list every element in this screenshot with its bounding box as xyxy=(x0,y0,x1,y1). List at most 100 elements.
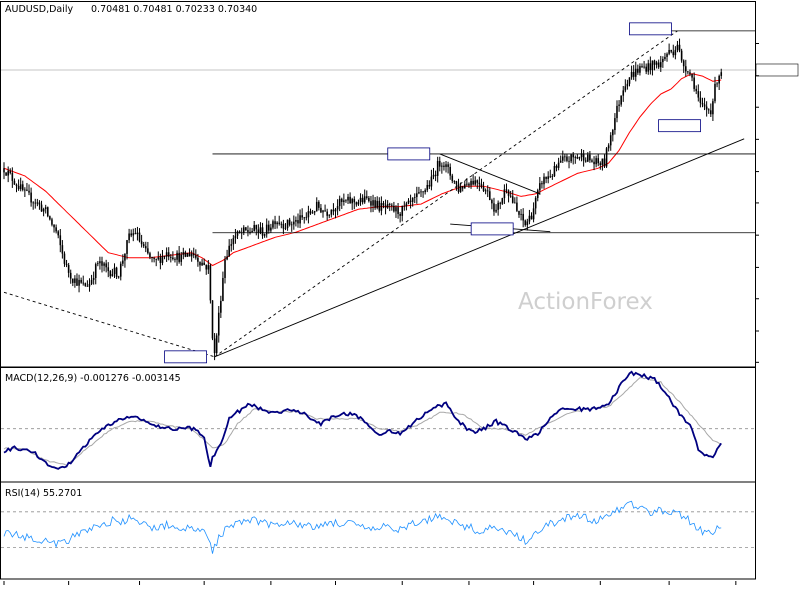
candle xyxy=(482,181,485,192)
candle xyxy=(347,193,349,204)
candle xyxy=(67,262,70,278)
candle-body xyxy=(3,168,5,173)
candle xyxy=(5,172,7,176)
candle xyxy=(88,278,91,292)
candle xyxy=(503,184,506,204)
candle xyxy=(634,61,637,82)
candle-body xyxy=(55,227,57,232)
candle-body xyxy=(670,49,672,52)
candle-body xyxy=(697,91,700,98)
candle-body xyxy=(295,220,297,222)
candle-body xyxy=(42,209,45,212)
candle-body xyxy=(174,259,176,260)
candle xyxy=(388,202,391,212)
candle-body xyxy=(226,256,228,260)
candle xyxy=(186,252,189,257)
candle xyxy=(147,241,149,255)
candle-body xyxy=(182,252,185,255)
candle-body xyxy=(597,158,600,164)
candle-body xyxy=(482,187,485,191)
candle-body xyxy=(61,245,64,254)
candle-body xyxy=(82,282,85,284)
candle-body xyxy=(480,184,483,188)
candle xyxy=(122,254,124,267)
candle xyxy=(17,179,20,191)
candle-body xyxy=(26,189,28,191)
candle xyxy=(622,86,625,102)
candle xyxy=(276,221,278,229)
candle xyxy=(176,250,178,266)
candle-body xyxy=(382,203,385,206)
candle-body xyxy=(486,190,489,192)
candle-body xyxy=(332,209,335,212)
candle-body xyxy=(340,198,343,202)
candle-body xyxy=(222,277,224,301)
candle xyxy=(516,196,518,213)
candle-body xyxy=(265,224,268,235)
candle-body xyxy=(115,267,118,277)
candle xyxy=(280,221,283,229)
candle-body xyxy=(534,197,537,209)
candle xyxy=(434,170,437,182)
candle xyxy=(132,228,135,242)
candle-body xyxy=(94,264,97,279)
candle xyxy=(591,158,593,163)
candle-body xyxy=(712,101,714,115)
candle xyxy=(205,264,208,275)
candle-body xyxy=(701,102,704,105)
candle xyxy=(637,64,639,75)
candle-body xyxy=(436,160,439,176)
candle-body xyxy=(684,66,687,72)
candle-body xyxy=(88,283,91,287)
candle-body xyxy=(305,217,308,219)
candle xyxy=(438,156,441,172)
swing-price-box xyxy=(470,222,514,236)
candle xyxy=(597,153,600,167)
candle-body xyxy=(338,198,341,207)
candle xyxy=(340,197,343,209)
candle xyxy=(174,257,176,263)
candle xyxy=(217,306,220,343)
candle xyxy=(684,59,687,77)
candle xyxy=(370,195,372,213)
candle xyxy=(51,217,53,227)
candle xyxy=(480,178,483,189)
candle-body xyxy=(689,72,691,74)
candle-body xyxy=(365,196,368,198)
trendline xyxy=(214,138,745,358)
candle-body xyxy=(622,90,625,96)
candle xyxy=(391,203,393,211)
dashed-trendline xyxy=(3,291,215,358)
candle xyxy=(549,169,552,179)
candle xyxy=(76,273,78,287)
candle xyxy=(34,198,37,209)
candle-body xyxy=(270,227,272,231)
candle-body xyxy=(497,202,499,210)
candle xyxy=(55,224,57,234)
candle xyxy=(49,215,51,221)
candle-body xyxy=(434,174,437,176)
candle xyxy=(632,65,635,80)
candle-body xyxy=(624,86,627,91)
candle-body xyxy=(72,278,74,283)
candle-body xyxy=(313,211,316,213)
candle-body xyxy=(357,202,360,205)
candle-body xyxy=(361,197,364,203)
candle xyxy=(605,147,608,168)
candle-body xyxy=(413,197,416,198)
candle xyxy=(707,108,710,114)
candle-body xyxy=(637,68,639,73)
candle xyxy=(32,201,34,210)
candle xyxy=(272,219,274,230)
candle xyxy=(65,259,68,268)
candle-body xyxy=(328,214,331,216)
candle-body xyxy=(247,230,249,232)
candle-body xyxy=(57,231,60,236)
candle-body xyxy=(286,219,289,228)
candle-body xyxy=(186,253,189,257)
candle xyxy=(224,255,226,284)
candle-body xyxy=(307,211,310,218)
chart-symbol-title: AUDUSD,Daily xyxy=(5,4,74,15)
candle xyxy=(136,226,139,241)
candle-body xyxy=(9,170,12,174)
